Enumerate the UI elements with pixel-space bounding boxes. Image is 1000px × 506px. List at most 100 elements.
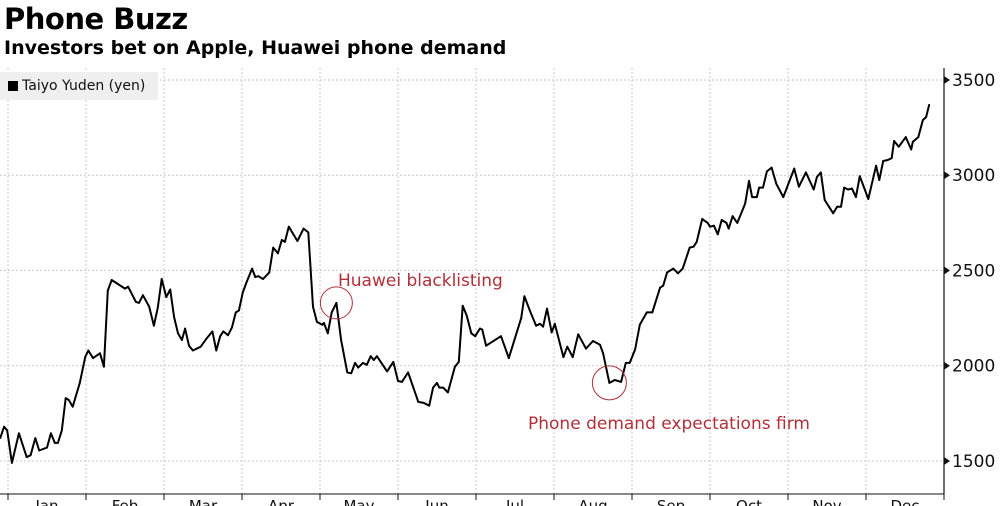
data-point [67,399,70,401]
data-point [142,294,144,297]
x-tick-label: May [343,497,374,506]
data-point [184,327,186,330]
data-point [206,337,208,339]
series-layer [0,103,931,464]
data-point [138,301,140,304]
data-point [6,429,9,432]
data-point [886,159,889,161]
data-point [257,275,260,278]
data-point [577,333,580,336]
data-point [762,186,764,189]
data-point [428,404,431,407]
data-point [798,185,800,188]
data-point [858,175,861,178]
data-point [330,311,333,314]
annotation-circle [319,286,353,320]
x-tick-label: Nov [812,497,841,506]
y-tick-label: 1500 [952,452,995,472]
data-point [470,332,473,335]
data-point [662,284,665,287]
x-tick-label: Oct [736,497,762,506]
data-point [272,246,275,249]
x-tick-label: Dec [890,497,919,506]
data-point [106,289,109,292]
data-point [323,321,325,324]
data-point [57,441,59,444]
data-point [659,286,661,289]
data-point [709,225,711,228]
x-tick-label: Jan [34,497,58,506]
data-point [335,301,338,304]
data-point [251,267,254,270]
data-point [50,432,52,435]
data-point [173,316,176,319]
data-point [666,271,668,274]
y-tick [944,266,950,275]
data-point [550,331,553,334]
data-point [376,355,378,358]
data-point [372,359,375,361]
data-point [602,352,605,355]
data-point [0,437,2,439]
chart-subtitle: Investors bet on Apple, Huawei phone dem… [4,37,507,59]
data-point [634,348,637,351]
data-point [302,227,305,230]
data-point [882,160,885,162]
data-point [165,296,168,299]
x-tick-label: Sep [657,497,685,506]
data-point [893,140,895,142]
data-point [287,225,290,228]
data-point [720,219,723,221]
data-point [438,386,441,389]
data-point [312,305,314,308]
data-point [819,171,822,174]
data-point [782,196,785,199]
y-tick [944,361,950,370]
data-point [447,391,449,394]
data-point [725,221,728,224]
data-point [357,366,360,369]
data-point [87,349,90,352]
data-point [422,401,425,404]
data-point [461,304,464,307]
annotation-phone-demand: Phone demand expectations firm [528,414,810,434]
data-point [553,322,556,325]
data-point [474,335,477,338]
data-point [25,456,28,459]
data-point [851,187,853,190]
data-point [731,215,734,218]
data-point [695,241,698,243]
data-point [436,381,438,384]
data-point [815,176,818,179]
chart-title: Phone Buzz [4,2,188,36]
y-tick-label: 2000 [952,357,995,377]
data-point [230,326,233,329]
data-point [832,212,835,215]
data-point [369,355,372,358]
data-point [457,361,460,363]
data-point [71,405,74,408]
legend-label: Taiyo Yuden (yen) [22,78,146,94]
y-tick-label: 2500 [952,261,995,281]
data-point [18,432,20,435]
y-tick [944,76,950,84]
data-point [562,356,565,359]
data-point [296,240,299,242]
data-point [599,343,601,346]
data-point [713,224,715,227]
y-tick [944,171,950,180]
data-point [401,381,403,383]
data-point [392,361,395,363]
data-point [46,446,48,449]
data-point [479,327,481,330]
data-point [539,322,541,325]
data-point [181,339,183,341]
data-point [571,356,574,359]
data-point [148,305,151,308]
data-point [160,278,163,280]
data-point [92,357,94,359]
data-point [124,287,126,290]
data-point [99,352,101,355]
data-point [840,205,842,208]
data-point [836,205,839,208]
